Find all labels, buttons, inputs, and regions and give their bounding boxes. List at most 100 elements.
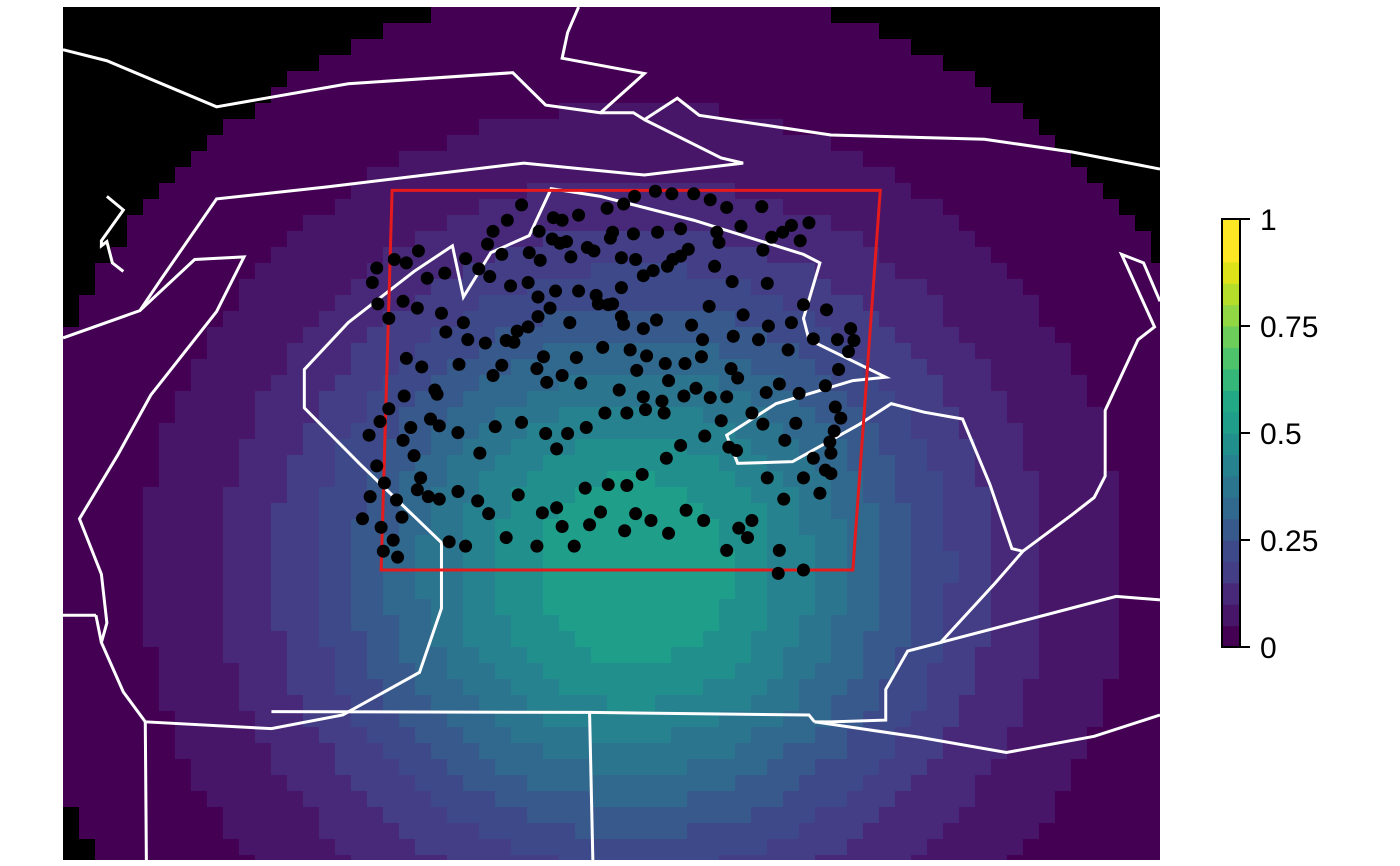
raster-cell [79, 679, 95, 695]
raster-cell [351, 151, 367, 167]
data-point [499, 531, 513, 545]
raster-cell [1055, 727, 1071, 743]
raster-cell [975, 375, 991, 391]
raster-cell [367, 247, 383, 263]
raster-cell [895, 631, 911, 647]
raster-cell [495, 695, 511, 711]
raster-cell [95, 711, 111, 727]
raster-cell [175, 631, 191, 647]
raster-cell [751, 151, 767, 167]
raster-cell [479, 103, 495, 119]
data-point [745, 406, 759, 420]
raster-cell [543, 119, 559, 135]
raster-cell [335, 615, 351, 631]
raster-cell [63, 583, 79, 599]
raster-cell [431, 759, 447, 775]
raster-cell [383, 343, 399, 359]
raster-cell [943, 663, 959, 679]
raster-cell [575, 7, 591, 23]
raster-cell [1023, 839, 1039, 855]
raster-cell [191, 407, 207, 423]
raster-cell [927, 487, 943, 503]
raster-cell [879, 503, 895, 519]
raster-cell [927, 775, 943, 791]
raster-cell [911, 535, 927, 551]
raster-cell [383, 695, 399, 711]
raster-cell [399, 631, 415, 647]
raster-cell [511, 759, 527, 775]
raster-cell [1087, 327, 1103, 343]
raster-cell [895, 263, 911, 279]
raster-cell [431, 503, 447, 519]
raster-cell [1087, 615, 1103, 631]
raster-cell [687, 71, 703, 87]
raster-cell [127, 247, 143, 263]
raster-cell [559, 71, 575, 87]
raster-cell [895, 39, 911, 55]
raster-cell [815, 231, 831, 247]
raster-cell [495, 119, 511, 135]
raster-cell [575, 39, 591, 55]
raster-cell [95, 743, 111, 759]
data-point [636, 269, 650, 283]
raster-cell [79, 359, 95, 375]
raster-cell [223, 535, 239, 551]
raster-cell [735, 279, 751, 295]
raster-cell [687, 439, 703, 455]
raster-cell [735, 295, 751, 311]
raster-cell [815, 423, 831, 439]
raster-cell [639, 231, 655, 247]
raster-cell [463, 295, 479, 311]
raster-cell [863, 599, 879, 615]
raster-cell [799, 103, 815, 119]
data-point [442, 535, 456, 549]
raster-cell [831, 583, 847, 599]
raster-cell [1055, 567, 1071, 583]
raster-cell [799, 487, 815, 503]
raster-cell [1071, 535, 1087, 551]
raster-cell [95, 487, 111, 503]
raster-cell [1119, 295, 1135, 311]
raster-cell [831, 791, 847, 807]
raster-cell [143, 215, 159, 231]
raster-cell [991, 279, 1007, 295]
raster-cell [255, 359, 271, 375]
raster-cell [271, 615, 287, 631]
raster-cell [175, 215, 191, 231]
raster-cell [1007, 247, 1023, 263]
raster-cell [895, 167, 911, 183]
raster-cell [1119, 551, 1135, 567]
raster-cell [399, 535, 415, 551]
raster-cell [207, 535, 223, 551]
raster-cell [1055, 855, 1071, 860]
raster-cell [223, 407, 239, 423]
raster-cell [975, 583, 991, 599]
raster-cell [271, 167, 287, 183]
raster-cell [223, 487, 239, 503]
raster-cell [799, 359, 815, 375]
data-point [539, 427, 553, 440]
raster-cell [239, 583, 255, 599]
raster-cell [431, 87, 447, 103]
data-point [572, 208, 586, 222]
raster-cell [463, 807, 479, 823]
raster-cell [447, 71, 463, 87]
data-point [486, 368, 500, 382]
raster-cell [527, 7, 543, 23]
data-point [569, 351, 583, 365]
raster-cell [975, 231, 991, 247]
raster-cell [527, 103, 543, 119]
raster-cell [623, 711, 639, 727]
raster-cell [239, 631, 255, 647]
raster-cell [895, 407, 911, 423]
colorbar-swatch [1222, 411, 1240, 434]
raster-cell [447, 23, 463, 39]
raster-cell [271, 423, 287, 439]
raster-cell [671, 311, 687, 327]
raster-cell [591, 439, 607, 455]
data-point [504, 279, 518, 293]
raster-cell [335, 823, 351, 839]
raster-cell [719, 455, 735, 471]
raster-cell [175, 855, 191, 860]
raster-cell [527, 135, 543, 151]
